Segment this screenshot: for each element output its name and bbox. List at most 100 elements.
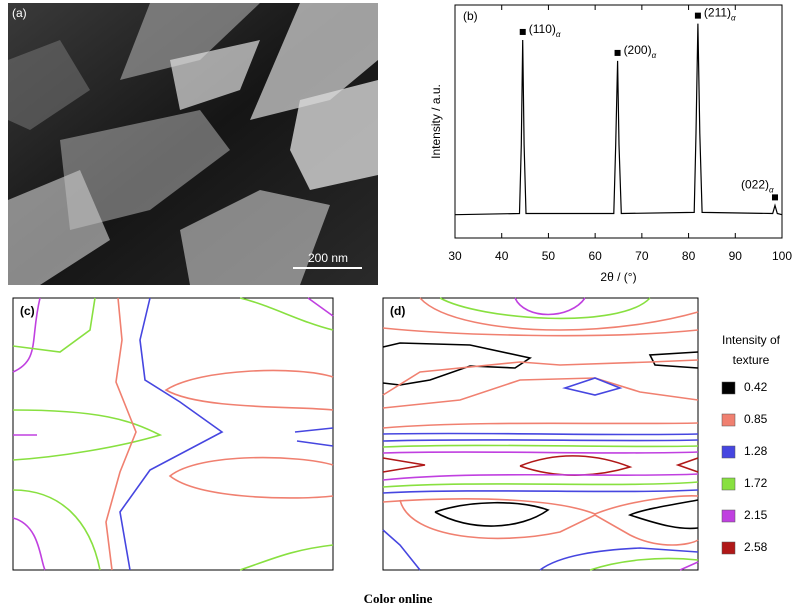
contour-line xyxy=(12,409,163,461)
contour-line xyxy=(562,377,623,396)
contour-line xyxy=(382,327,699,337)
contour-line xyxy=(679,561,699,571)
grain xyxy=(8,170,110,285)
legend-title: Intensity of texture xyxy=(721,333,781,367)
contour-line xyxy=(675,457,699,473)
legend-label: 2.15 xyxy=(744,508,768,522)
peak-label-text: (211) xyxy=(704,6,731,20)
x-tick-label: 70 xyxy=(635,249,649,263)
contour-line xyxy=(119,297,224,571)
legend-swatch xyxy=(721,445,736,459)
legend-label: 1.28 xyxy=(744,444,768,458)
contour-line xyxy=(382,495,699,515)
contour-line xyxy=(382,489,699,494)
contour-line xyxy=(382,422,699,429)
x-tick-label: 90 xyxy=(729,249,743,263)
panel-label: (a) xyxy=(12,6,27,20)
legend-label: 2.58 xyxy=(744,540,768,554)
contour-line xyxy=(382,359,699,396)
spectrum-line xyxy=(454,23,783,216)
contour-line xyxy=(382,529,421,571)
contour-line xyxy=(434,501,550,527)
legend-swatch xyxy=(721,477,736,491)
contour-line xyxy=(382,473,699,481)
peak-marker xyxy=(694,12,701,19)
contour-line xyxy=(382,451,699,454)
contour-line xyxy=(439,297,651,320)
contour-line xyxy=(382,432,699,436)
scale-bar-label: 200 nm xyxy=(308,251,348,265)
panel-d: (d) xyxy=(382,297,699,571)
peak-label: (200)α xyxy=(624,43,657,60)
contour-line xyxy=(307,297,334,317)
x-tick-label: 30 xyxy=(448,249,462,263)
peak-label-text: (200) xyxy=(624,43,652,57)
grain xyxy=(250,3,378,120)
panel-c: (c) xyxy=(12,297,334,571)
grain xyxy=(180,190,330,285)
grain xyxy=(170,40,260,110)
peak-label-text: (110) xyxy=(529,22,556,36)
contour-line xyxy=(419,297,699,331)
legend-swatch xyxy=(721,381,736,395)
contour-line xyxy=(382,481,699,488)
contour-line xyxy=(514,297,586,316)
contour-line xyxy=(294,427,334,433)
contour-line xyxy=(12,517,46,571)
legend-label: 0.42 xyxy=(744,380,768,394)
legend-swatch xyxy=(721,509,736,523)
peak-marker xyxy=(519,28,526,35)
legend-swatch xyxy=(721,413,736,427)
grain xyxy=(60,110,230,230)
contour-line xyxy=(105,297,137,571)
contour-line xyxy=(589,557,699,571)
peak-label: (022)α xyxy=(741,178,774,195)
peak-label: (211)α xyxy=(704,6,736,23)
legend: 0.42 0.85 1.28 1.72 2.15 2.58 xyxy=(721,380,768,555)
panel-b: 30 40 50 60 70 80 90 100 2θ / (°) Intensity / a.u… xyxy=(429,4,792,284)
contour-line xyxy=(539,547,699,571)
contour-line xyxy=(12,297,41,373)
contour-line xyxy=(239,297,334,331)
grain xyxy=(8,40,90,130)
x-axis-label: 2θ / (°) xyxy=(600,270,636,284)
contour-line xyxy=(168,456,334,499)
peak-marker xyxy=(614,49,621,56)
contour-line xyxy=(12,489,101,571)
panel-label: (d) xyxy=(390,304,405,318)
contour-line xyxy=(239,544,334,571)
contour-line xyxy=(296,440,334,447)
contour-line xyxy=(382,444,699,448)
contour-line xyxy=(399,499,699,546)
contour-line xyxy=(12,297,96,353)
grain xyxy=(290,80,378,190)
peak-label-sub: α xyxy=(652,51,657,60)
contour-line xyxy=(382,342,533,386)
peak-label-text: (022) xyxy=(741,178,769,192)
contour-line xyxy=(382,457,426,473)
contour-line xyxy=(648,351,699,369)
contour-line xyxy=(627,499,699,530)
legend-label: 0.85 xyxy=(744,412,768,426)
caption: Color online xyxy=(364,591,433,606)
x-tick-label: 60 xyxy=(588,249,602,263)
peak-label: (110)α xyxy=(529,22,561,39)
x-tick-label: 40 xyxy=(495,249,509,263)
contour-line xyxy=(164,369,334,411)
peak-marker xyxy=(771,194,778,201)
peak-label-sub: α xyxy=(556,30,561,39)
x-tick-label: 100 xyxy=(772,249,792,263)
peak-label-sub: α xyxy=(769,185,774,194)
legend-label: 1.72 xyxy=(744,476,768,490)
panel-label: (c) xyxy=(20,304,35,318)
x-tick-label: 50 xyxy=(542,249,556,263)
legend-swatch xyxy=(721,541,736,555)
panel-label: (b) xyxy=(463,9,478,23)
peak-label-sub: α xyxy=(731,14,736,23)
contour-line xyxy=(382,439,699,442)
x-tick-label: 80 xyxy=(682,249,696,263)
contour-line xyxy=(382,377,699,409)
y-axis-label: Intensity / a.u. xyxy=(429,84,443,159)
